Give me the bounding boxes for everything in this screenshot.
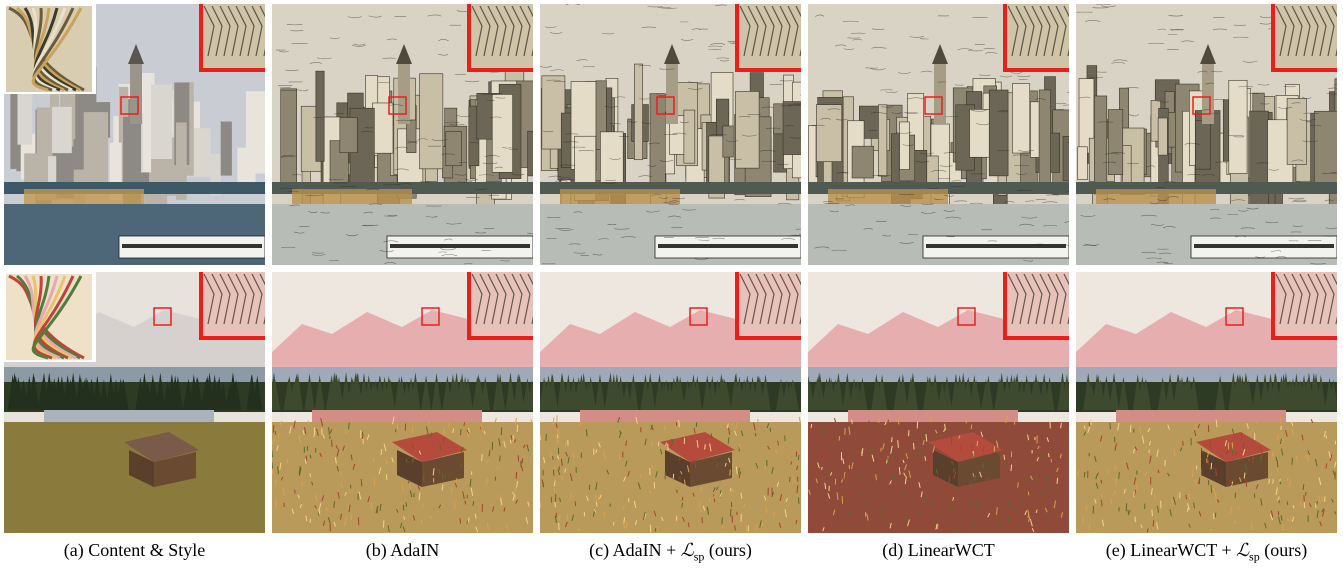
caption-c: (c) AdaIN + ℒsp (ours) [589, 540, 752, 564]
panel-row1-col1 [4, 4, 265, 265]
zoom-inset [1003, 272, 1069, 340]
zoom-region-box [924, 96, 943, 115]
panel-row1-col3 [540, 4, 801, 265]
zoom-region-box [957, 307, 976, 326]
zoom-region-box [689, 307, 708, 326]
mountain-meadow-image [540, 272, 801, 533]
caption-e: (e) LinearWCT + ℒsp (ours) [1105, 540, 1308, 564]
panel-row2-col3 [540, 272, 801, 533]
cityscape-image [540, 4, 801, 265]
cityscape-image [1076, 4, 1337, 265]
zoom-inset [735, 272, 801, 340]
zoom-inset [1271, 4, 1337, 72]
style-image-inset [4, 272, 96, 362]
panel-row2-col1 [4, 272, 265, 533]
cityscape-image [808, 4, 1069, 265]
zoom-inset [467, 4, 533, 72]
zoom-region-box [153, 307, 172, 326]
zoom-inset [199, 4, 265, 72]
zoom-inset [1271, 272, 1337, 340]
panel-row2-col5 [1076, 272, 1337, 533]
zoom-region-box [421, 307, 440, 326]
zoom-region-box [1192, 96, 1211, 115]
caption-b: (b) AdaIN [365, 540, 440, 560]
panel-row1-col5 [1076, 4, 1337, 265]
panel-row2-col2 [272, 272, 533, 533]
caption-a: (a) Content & Style [63, 540, 206, 560]
mountain-meadow-image [808, 272, 1069, 533]
zoom-inset [199, 272, 265, 340]
panel-row1-col2 [272, 4, 533, 265]
zoom-region-box [120, 96, 139, 115]
zoom-inset [735, 4, 801, 72]
mountain-meadow-image [1076, 272, 1337, 533]
panel-row2-col4 [808, 272, 1069, 533]
panel-row1-col4 [808, 4, 1069, 265]
zoom-region-box [1225, 307, 1244, 326]
zoom-inset [1003, 4, 1069, 72]
caption-d: (d) LinearWCT [882, 540, 995, 560]
zoom-region-box [656, 96, 675, 115]
zoom-region-box [388, 96, 407, 115]
style-image-inset [4, 4, 96, 94]
cityscape-image [4, 4, 265, 265]
mountain-meadow-image [272, 272, 533, 533]
cityscape-image [272, 4, 533, 265]
zoom-inset [467, 272, 533, 340]
mountain-meadow-image [4, 272, 265, 533]
